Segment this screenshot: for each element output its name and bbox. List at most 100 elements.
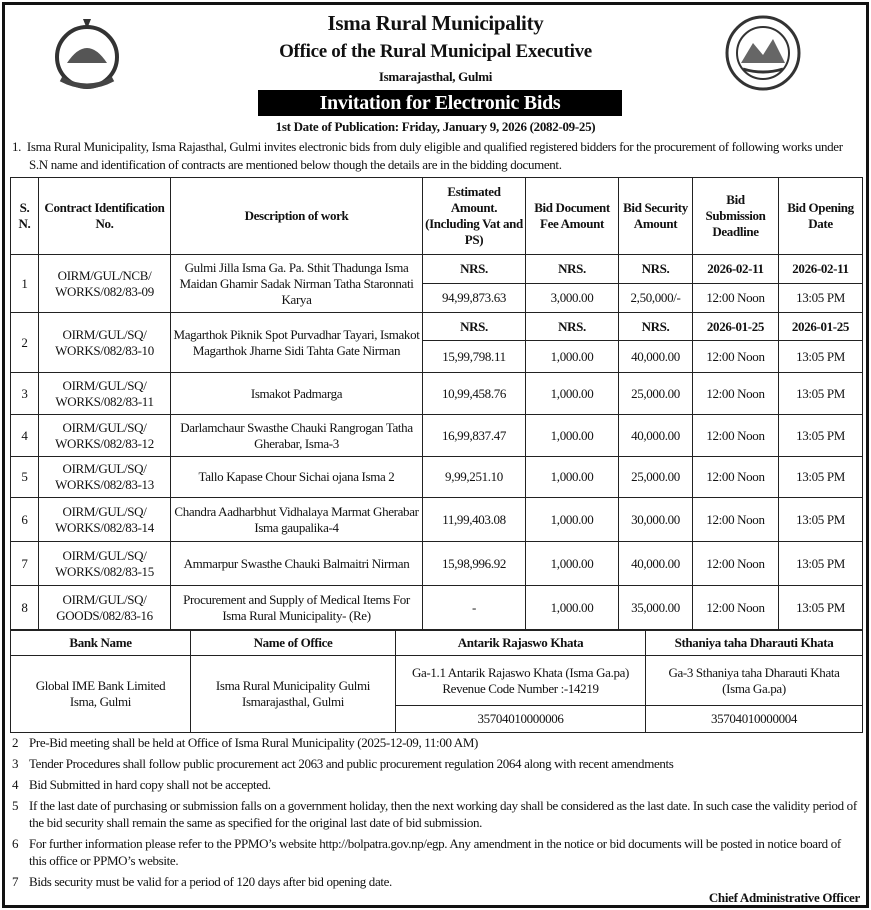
security-amount: 2,50,000/-	[618, 283, 693, 313]
publication-date: 1st Date of Publication: Friday, January…	[275, 119, 596, 134]
bank-name: Global IME Bank Limited Isma, Gulmi	[10, 655, 191, 733]
work-description: Magarthok Piknik Spot Purvadhar Tayari, …	[170, 312, 423, 373]
table-row: 6 OIRM/GUL/SQ/ WORKS/082/83-14 Chandra Aad…	[10, 497, 863, 542]
contract-id: OIRM/GUL/SQ/ WORKS/082/83-14	[38, 497, 171, 542]
location: Ismarajasthal, Gulmi	[378, 69, 493, 84]
office-name-cell: Isma Rural Municipality Gulmi Ismarajast…	[190, 655, 396, 733]
contract-id: OIRM/GUL/SQ/ WORKS/082/83-10	[38, 312, 171, 373]
contract-id: OIRM/GUL/NCB/ WORKS/082/83-09	[38, 254, 171, 313]
estimated-amount: 94,99,873.63	[422, 283, 526, 313]
submission-time: 12:00 Noon	[692, 585, 779, 630]
antarik-header: Antarik Rajaswo Khata	[395, 630, 646, 656]
opening-time: 13:05 PM	[778, 585, 863, 630]
table-row: 4 OIRM/GUL/SQ/ WORKS/082/83-12 Darlamchaur…	[10, 414, 863, 457]
document-fee: 1,000.00	[525, 372, 619, 415]
estimated-amount: 15,98,996.92	[422, 541, 526, 586]
table-row: 1 OIRM/GUL/NCB/ WORKS/082/83-09 Gulmi Jill…	[10, 254, 863, 313]
office-name: Office of the Rural Municipal Executive	[279, 41, 592, 62]
note-text: Bid Submitted in hard copy shall not be …	[29, 777, 271, 792]
contract-id: OIRM/GUL/SQ/ WORKS/082/83-12	[38, 414, 171, 457]
note-item: 7 Bids security must be valid for a perio…	[12, 873, 860, 890]
document-fee: 1,000.00	[525, 456, 619, 498]
intro-number: 1.	[12, 139, 22, 154]
security-amount: 35,000.00	[618, 585, 693, 630]
serial-number: 4	[10, 414, 39, 457]
document-fee: 1,000.00	[525, 497, 619, 542]
note-number: 2	[12, 735, 19, 750]
note-text: Pre-Bid meeting shall be held at Office …	[29, 735, 479, 750]
antarik-khata: Ga-1.1 Antarik Rajaswo Khata (Isma Ga.pa…	[395, 655, 646, 706]
estimated-currency: NRS.	[422, 312, 526, 341]
intro-text: Isma Rural Municipality, Isma Rajasthal,…	[26, 139, 843, 172]
work-description: Ammarpur Swasthe Chauki Balmaitri Nirman	[170, 541, 423, 586]
serial-number: 6	[10, 497, 39, 542]
column-header: Bid Submission Deadline	[692, 177, 779, 255]
note-number: 4	[12, 777, 19, 792]
note-number: 5	[12, 798, 19, 813]
serial-number: 5	[10, 456, 39, 498]
note-text: Tender Procedures shall follow public pr…	[29, 756, 674, 771]
work-description: Darlamchaur Swasthe Chauki Rangrogan Tat…	[170, 414, 423, 457]
intro-paragraph: 1. Isma Rural Municipality, Isma Rajasth…	[12, 138, 860, 174]
column-header: Bid Document Fee Amount	[525, 177, 619, 255]
bids-table: S. N. Contract Identification No. Descript…	[10, 177, 863, 630]
security-amount: 40,000.00	[618, 340, 693, 373]
security-amount: 25,000.00	[618, 372, 693, 415]
estimated-amount: -	[422, 585, 526, 630]
security-amount: 40,000.00	[618, 414, 693, 457]
fee-currency: NRS.	[525, 312, 619, 341]
notes-list: 2 Pre-Bid meeting shall be held at Office…	[12, 734, 860, 894]
opening-time: 13:05 PM	[778, 541, 863, 586]
serial-number: 3	[10, 372, 39, 415]
submission-time: 12:00 Noon	[692, 372, 779, 415]
opening-date: 2026-01-25	[778, 312, 863, 341]
opening-time: 13:05 PM	[778, 283, 863, 313]
table-row: 7 OIRM/GUL/SQ/ WORKS/082/83-15 Ammarpur Sw…	[10, 541, 863, 586]
column-header: S. N.	[10, 177, 39, 255]
note-text: Bids security must be valid for a period…	[29, 874, 392, 889]
security-currency: NRS.	[618, 254, 693, 284]
work-description: Chandra Aadharbhut Vidhalaya Marmat Gher…	[170, 497, 423, 542]
estimated-amount: 16,99,837.47	[422, 414, 526, 457]
note-item: 3 Tender Procedures shall follow public p…	[12, 755, 860, 772]
signature: Chief Administrative Officer	[708, 890, 860, 905]
submission-date: 2026-02-11	[692, 254, 779, 284]
note-number: 3	[12, 756, 19, 771]
submission-time: 12:00 Noon	[692, 541, 779, 586]
submission-time: 12:00 Noon	[692, 283, 779, 313]
estimated-currency: NRS.	[422, 254, 526, 284]
note-text: For further information please refer to …	[29, 836, 841, 868]
estimated-amount: 10,99,458.76	[422, 372, 526, 415]
contract-id: OIRM/GUL/SQ/ WORKS/082/83-15	[38, 541, 171, 586]
serial-number: 8	[10, 585, 39, 630]
opening-date: 2026-02-11	[778, 254, 863, 284]
office-header: Name of Office	[190, 630, 396, 656]
opening-time: 13:05 PM	[778, 456, 863, 498]
submission-time: 12:00 Noon	[692, 456, 779, 498]
opening-time: 13:05 PM	[778, 372, 863, 415]
column-header: Contract Identification No.	[38, 177, 171, 255]
document-fee: 1,000.00	[525, 541, 619, 586]
security-amount: 25,000.00	[618, 456, 693, 498]
column-header: Bid Security Amount	[618, 177, 693, 255]
column-header: Bid Opening Date	[778, 177, 863, 255]
note-text: If the last date of purchasing or submis…	[29, 798, 857, 830]
submission-time: 12:00 Noon	[692, 414, 779, 457]
note-item: 4 Bid Submitted in hard copy shall not be…	[12, 776, 860, 793]
serial-number: 2	[10, 312, 39, 373]
note-item: 5 If the last date of purchasing or submi…	[12, 797, 860, 831]
document-fee: 1,000.00	[525, 414, 619, 457]
nepal-emblem-icon	[55, 19, 119, 89]
note-item: 6 For further information please refer to…	[12, 835, 860, 869]
table-row: 5 OIRM/GUL/SQ/ WORKS/082/83-13 Tallo Kapas…	[10, 456, 863, 498]
antarik-account: 35704010000006	[395, 705, 646, 733]
note-number: 6	[12, 836, 19, 851]
contract-id: OIRM/GUL/SQ/ WORKS/082/83-11	[38, 372, 171, 415]
sthaniya-khata: Ga-3 Sthaniya taha Dharauti Khata (Isma …	[645, 655, 863, 706]
sthaniya-account: 35704010000004	[645, 705, 863, 733]
opening-time: 13:05 PM	[778, 414, 863, 457]
opening-time: 13:05 PM	[778, 497, 863, 542]
security-currency: NRS.	[618, 312, 693, 341]
serial-number: 1	[10, 254, 39, 313]
bank-table: Bank Name Name of Office Antarik Rajaswo…	[10, 630, 863, 733]
